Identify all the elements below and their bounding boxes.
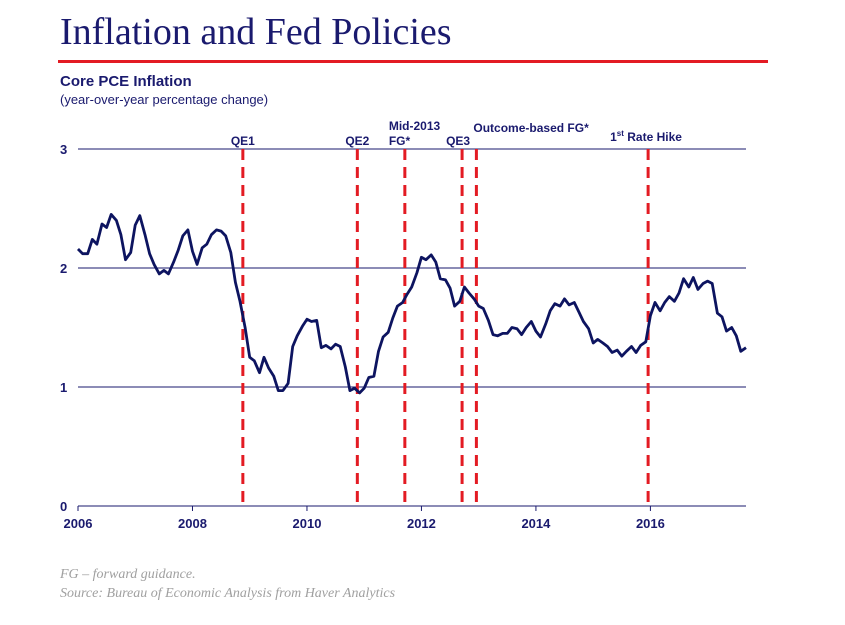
x-tick-label-2014: 2014	[521, 516, 551, 531]
chart-subtitle: (year-over-year percentage change)	[60, 92, 269, 107]
x-tick-label-2012: 2012	[407, 516, 436, 531]
chart-title: Core PCE Inflation	[60, 73, 192, 90]
x-tick-label-2010: 2010	[293, 516, 322, 531]
footnote-source: Source: Bureau of Economic Analysis from…	[60, 586, 396, 601]
event-label-0: QE1	[231, 134, 255, 148]
event-label-1: QE2	[345, 134, 369, 148]
page-title: Inflation and Fed Policies	[60, 11, 452, 53]
event-label-3: QE3	[446, 134, 470, 148]
event-label-top-4: Outcome-based FG*	[473, 121, 589, 135]
event-label-top-2: Mid-2013	[389, 119, 441, 133]
event-label-5: 1st Rate Hike	[610, 129, 682, 144]
footnote-forward-guidance: FG – forward guidance.	[60, 567, 196, 582]
x-tick-label-2006: 2006	[64, 516, 93, 531]
x-tick-label-2008: 2008	[178, 516, 207, 531]
y-tick-label-2: 2	[60, 261, 67, 276]
series-line-0	[76, 213, 747, 395]
title-rule	[58, 60, 768, 63]
x-tick-label-2016: 2016	[636, 516, 665, 531]
y-tick-label-3: 3	[60, 142, 67, 157]
y-tick-label-0: 0	[60, 499, 67, 514]
y-tick-label-1: 1	[60, 380, 67, 395]
event-label-2: FG*	[389, 134, 411, 148]
